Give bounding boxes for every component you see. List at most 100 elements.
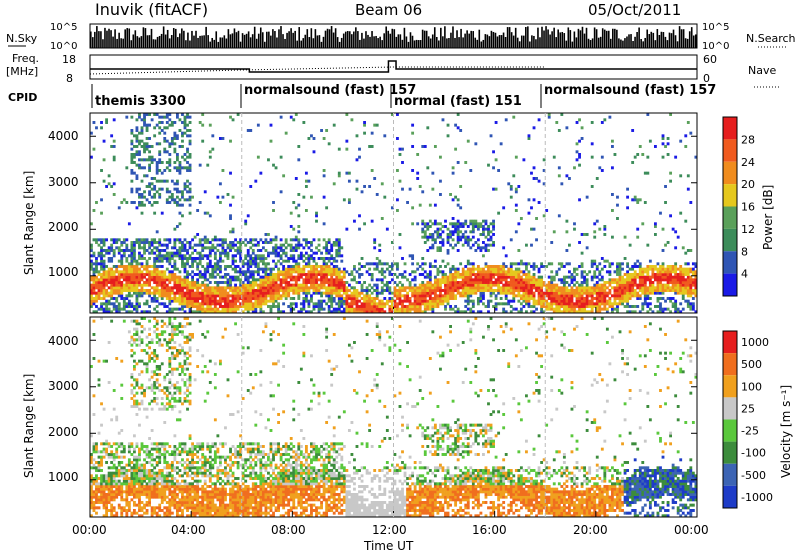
range-cell xyxy=(517,310,521,314)
range-cell xyxy=(105,291,109,295)
range-cell xyxy=(345,139,349,143)
range-cell xyxy=(140,278,144,282)
range-cell xyxy=(234,283,237,287)
range-cell xyxy=(224,275,227,279)
range-cell xyxy=(358,147,361,151)
range-cell xyxy=(568,299,571,303)
range-cell xyxy=(229,283,232,287)
range-cell xyxy=(112,297,116,300)
range-cell xyxy=(115,238,119,242)
range-cell xyxy=(188,129,192,132)
range-cell xyxy=(332,259,336,263)
range-cell xyxy=(284,251,288,255)
range-cell xyxy=(264,241,268,244)
range-cell xyxy=(320,129,323,132)
range-cell xyxy=(148,190,151,194)
range-cell xyxy=(160,297,164,300)
range-cell xyxy=(676,286,680,290)
range-cell xyxy=(120,270,124,274)
range-cell xyxy=(92,310,96,314)
range-cell xyxy=(689,267,693,271)
range-cell xyxy=(408,281,412,284)
range-cell xyxy=(471,219,475,223)
range-cell xyxy=(294,289,298,292)
range-cell xyxy=(454,283,458,287)
range-cell xyxy=(484,246,488,250)
range-cell xyxy=(251,310,255,314)
range-cell xyxy=(327,307,331,311)
range-cell xyxy=(208,310,212,314)
range-cell xyxy=(585,281,589,284)
noise-bar xyxy=(298,27,301,48)
range-cell xyxy=(444,278,447,282)
range-cell xyxy=(302,291,306,295)
range-cell xyxy=(573,270,576,274)
range-cell xyxy=(456,291,460,295)
range-cell xyxy=(312,305,316,308)
range-cell xyxy=(117,270,121,274)
range-cell xyxy=(345,286,349,290)
range-cell xyxy=(456,286,460,290)
noise-bar xyxy=(593,27,596,48)
range-cell xyxy=(261,270,265,274)
range-cell xyxy=(671,265,675,268)
range-cell xyxy=(626,299,630,303)
range-cell xyxy=(643,286,647,290)
noise-bar xyxy=(448,38,450,48)
range-cell xyxy=(110,246,114,250)
range-cell xyxy=(396,169,399,172)
range-cell xyxy=(537,118,541,122)
colorbar-swatch xyxy=(723,117,737,140)
range-cell xyxy=(537,302,541,306)
range-cell xyxy=(560,286,564,290)
range-cell xyxy=(621,278,624,282)
range-cell xyxy=(277,267,280,271)
noise-bar xyxy=(359,39,361,48)
range-cell xyxy=(317,238,321,242)
noise-bar xyxy=(294,30,296,48)
range-cell xyxy=(269,267,273,271)
range-cell xyxy=(224,238,227,242)
range-cell xyxy=(456,233,460,236)
range-cell xyxy=(173,142,177,146)
range-cell xyxy=(254,297,258,300)
range-cell xyxy=(689,286,693,290)
noise-bar xyxy=(512,35,515,48)
range-cell xyxy=(143,145,146,148)
range-cell xyxy=(431,187,435,191)
range-cell xyxy=(304,275,308,279)
range-cell xyxy=(530,291,533,295)
range-cell xyxy=(183,262,187,266)
noise-bar xyxy=(179,33,181,48)
range-cell xyxy=(418,307,422,311)
range-cell xyxy=(135,305,139,308)
range-cell xyxy=(464,230,468,234)
range-cell xyxy=(138,283,141,287)
range-cell xyxy=(375,262,379,266)
range-cell xyxy=(671,297,675,300)
range-cell xyxy=(264,270,268,274)
range-cell xyxy=(130,249,134,252)
range-cell xyxy=(132,257,136,260)
range-cell xyxy=(112,305,116,308)
range-cell xyxy=(183,243,187,247)
range-cell xyxy=(234,302,237,306)
range-cell xyxy=(244,275,248,279)
range-cell xyxy=(315,302,318,306)
range-cell xyxy=(135,145,139,148)
range-cell xyxy=(294,291,298,295)
range-cell xyxy=(289,297,293,300)
range-cell xyxy=(135,267,139,271)
range-cell xyxy=(112,193,116,196)
noise-bar xyxy=(259,27,262,48)
range-cell xyxy=(153,299,157,303)
range-cell xyxy=(464,286,468,290)
range-cell xyxy=(95,257,98,260)
range-cell xyxy=(310,281,313,284)
range-cell xyxy=(479,225,483,228)
range-cell xyxy=(669,171,673,175)
range-cell xyxy=(664,283,667,287)
range-cell xyxy=(557,291,561,295)
range-cell xyxy=(537,286,541,290)
range-cell xyxy=(446,289,450,292)
